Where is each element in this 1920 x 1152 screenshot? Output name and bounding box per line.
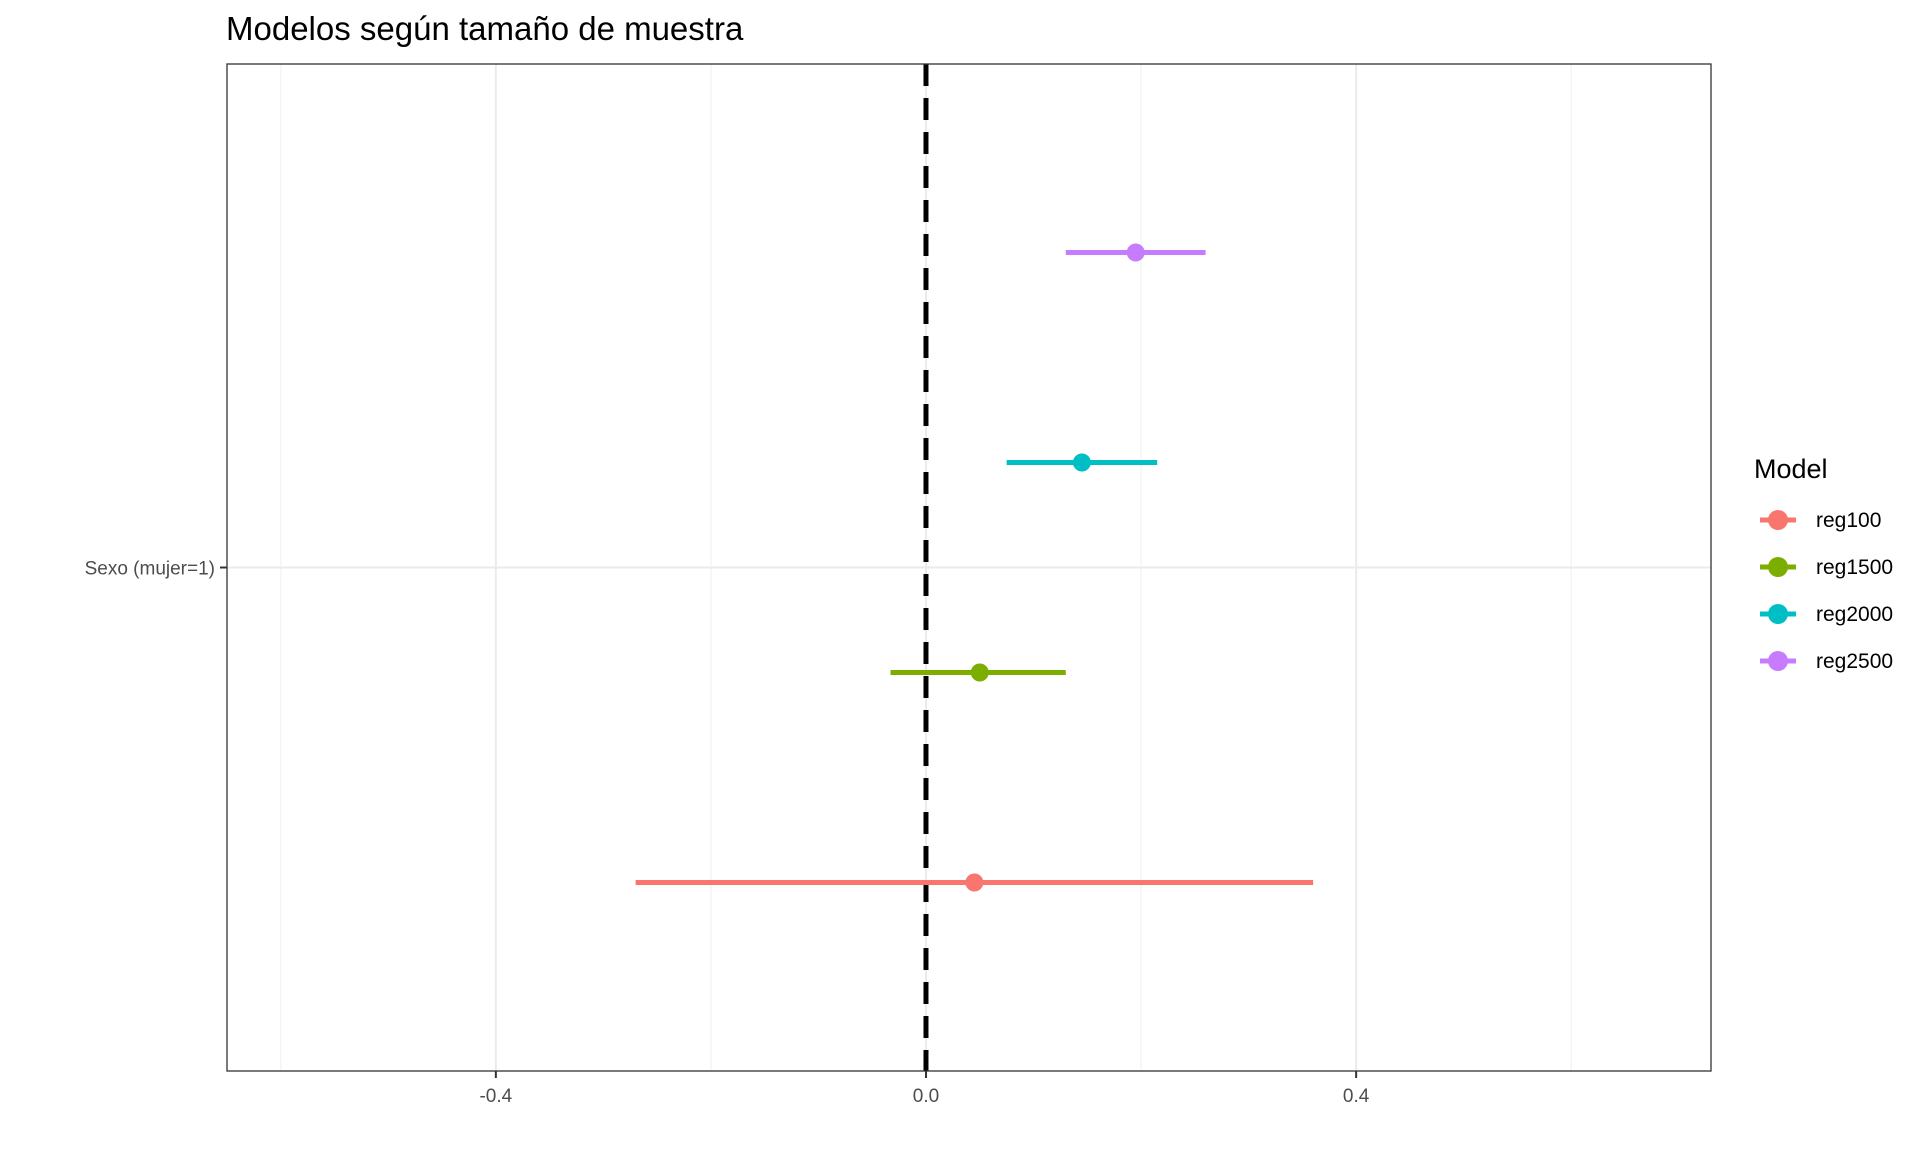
- major-grid: [227, 64, 1711, 1071]
- series-reg2000: [1006, 453, 1158, 472]
- legend-item-reg1500: reg1500: [1760, 556, 1893, 579]
- legend-label: reg100: [1816, 509, 1881, 532]
- x-tick-label: 0.4: [1343, 1086, 1370, 1107]
- legend-item-reg100: reg100: [1760, 509, 1881, 532]
- estimate-point-reg1500: [970, 663, 989, 682]
- legend-key-point: [1768, 604, 1788, 624]
- legend-label: reg1500: [1816, 556, 1893, 579]
- y-axis: Sexo (mujer=1): [85, 559, 227, 580]
- legend-key-point: [1768, 651, 1788, 671]
- legend-item-reg2500: reg2500: [1760, 650, 1893, 673]
- series-reg2500: [1065, 243, 1206, 262]
- estimate-point-reg100: [965, 873, 984, 892]
- series-group: [635, 243, 1314, 892]
- legend-item-reg2000: reg2000: [1760, 603, 1893, 626]
- legend-items: reg100 reg1500 reg2000 reg2500: [1760, 509, 1893, 673]
- chart-title: Modelos según tamaño de muestra: [226, 10, 744, 47]
- legend-label: reg2000: [1816, 603, 1893, 626]
- y-tick-label: Sexo (mujer=1): [85, 559, 215, 580]
- x-tick-label: 0.0: [913, 1086, 939, 1107]
- legend-title: Model: [1754, 454, 1828, 484]
- x-tick-label: -0.4: [479, 1086, 512, 1107]
- legend-key-point: [1768, 557, 1788, 577]
- estimate-point-reg2500: [1126, 243, 1145, 262]
- series-reg1500: [890, 663, 1066, 682]
- x-axis: -0.4 0.0 0.4: [479, 1071, 1370, 1107]
- legend: Model reg100 reg1500 reg2000 reg2500: [1754, 454, 1893, 673]
- legend-key-point: [1768, 510, 1788, 530]
- estimate-point-reg2000: [1072, 453, 1091, 472]
- legend-label: reg2500: [1816, 650, 1893, 673]
- series-reg100: [635, 873, 1314, 892]
